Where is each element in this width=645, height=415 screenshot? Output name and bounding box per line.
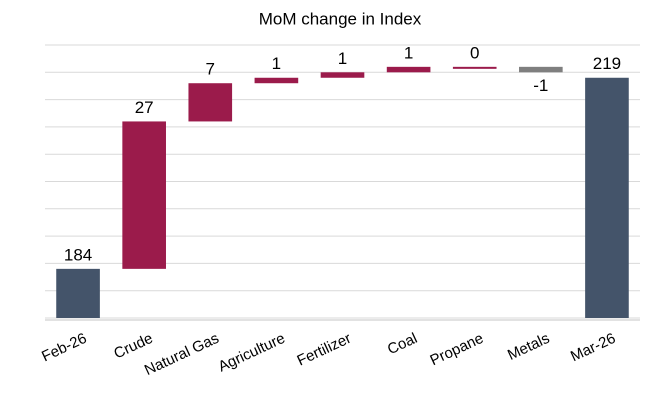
- chart-title: MoM change in Index: [259, 9, 422, 28]
- x-tick-label: Coal: [385, 330, 420, 358]
- bar: [122, 121, 166, 269]
- data-label: 1: [338, 49, 347, 68]
- data-label: 27: [135, 98, 154, 117]
- data-label: 7: [206, 60, 215, 79]
- x-tick-label: Natural Gas: [142, 330, 222, 379]
- x-tick-label: Feb-26: [39, 330, 89, 365]
- x-tick-label: Agriculture: [216, 330, 288, 376]
- data-label: 184: [64, 245, 92, 264]
- data-label: 1: [272, 54, 281, 73]
- bar: [188, 83, 233, 122]
- data-label: -1: [533, 76, 548, 95]
- bar: [585, 77, 629, 318]
- bar: [452, 66, 497, 69]
- data-label: 1: [404, 43, 413, 62]
- bar: [519, 66, 563, 73]
- x-tick-label: Crude: [111, 330, 155, 363]
- x-tick-label: Propane: [428, 330, 487, 369]
- x-tick-label: Metals: [505, 330, 552, 364]
- bar: [56, 268, 100, 318]
- bar: [254, 77, 299, 84]
- bar: [386, 66, 431, 73]
- x-tick-label: Fertilizer: [295, 330, 354, 370]
- bar: [320, 72, 365, 78]
- x-tick-label: Mar-26: [568, 330, 618, 365]
- data-label: 0: [470, 43, 479, 62]
- data-label: 219: [593, 54, 621, 73]
